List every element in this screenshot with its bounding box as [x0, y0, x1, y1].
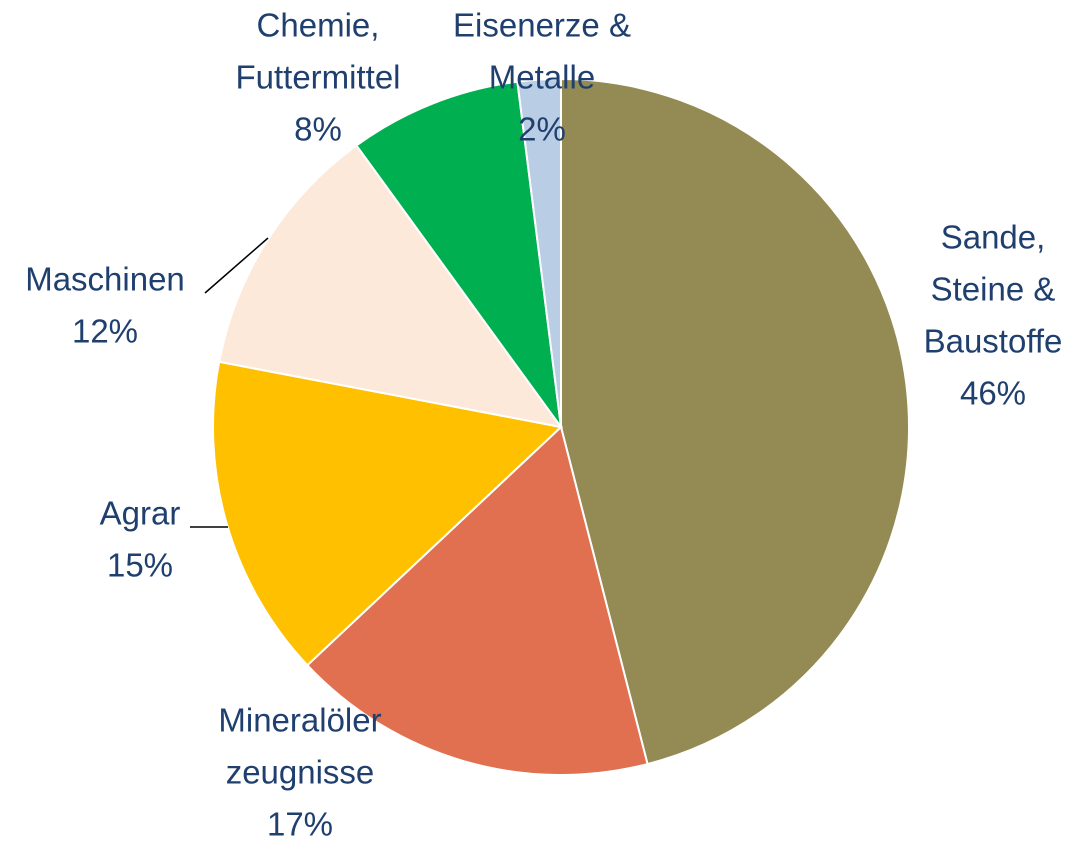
slice-label: Maschinen	[25, 261, 185, 298]
value-label: 2%	[518, 111, 566, 148]
slice-label: Mineralöler	[218, 702, 381, 739]
slice-label: Eisenerze &	[453, 7, 631, 44]
value-label: 12%	[72, 313, 138, 350]
slice-label: Sande,	[941, 219, 1046, 256]
slice-label: Baustoffe	[924, 323, 1063, 360]
value-label: 46%	[960, 375, 1026, 412]
pie-slice	[516, 77, 562, 428]
slice-label: Agrar	[100, 495, 181, 532]
leader-line	[204, 237, 269, 294]
value-label: 15%	[107, 547, 173, 584]
labels: Sande, Steine & Baustoffe 46% Mineralöler zeu…	[25, 7, 1062, 843]
slice-label: Futtermittel	[235, 59, 400, 96]
slice-label: Steine &	[931, 271, 1056, 308]
value-label: 17%	[267, 806, 333, 843]
slice-label: Metalle	[489, 59, 595, 96]
pie-slice	[217, 144, 564, 429]
pie-slice	[212, 360, 564, 667]
slice-label: zeugnisse	[226, 754, 375, 791]
slice-label: Chemie,	[257, 7, 380, 44]
pie-slice	[560, 77, 910, 766]
value-label: 8%	[294, 111, 342, 148]
pie	[212, 77, 910, 776]
pie-slice	[305, 425, 649, 776]
pie-slice	[355, 80, 562, 428]
